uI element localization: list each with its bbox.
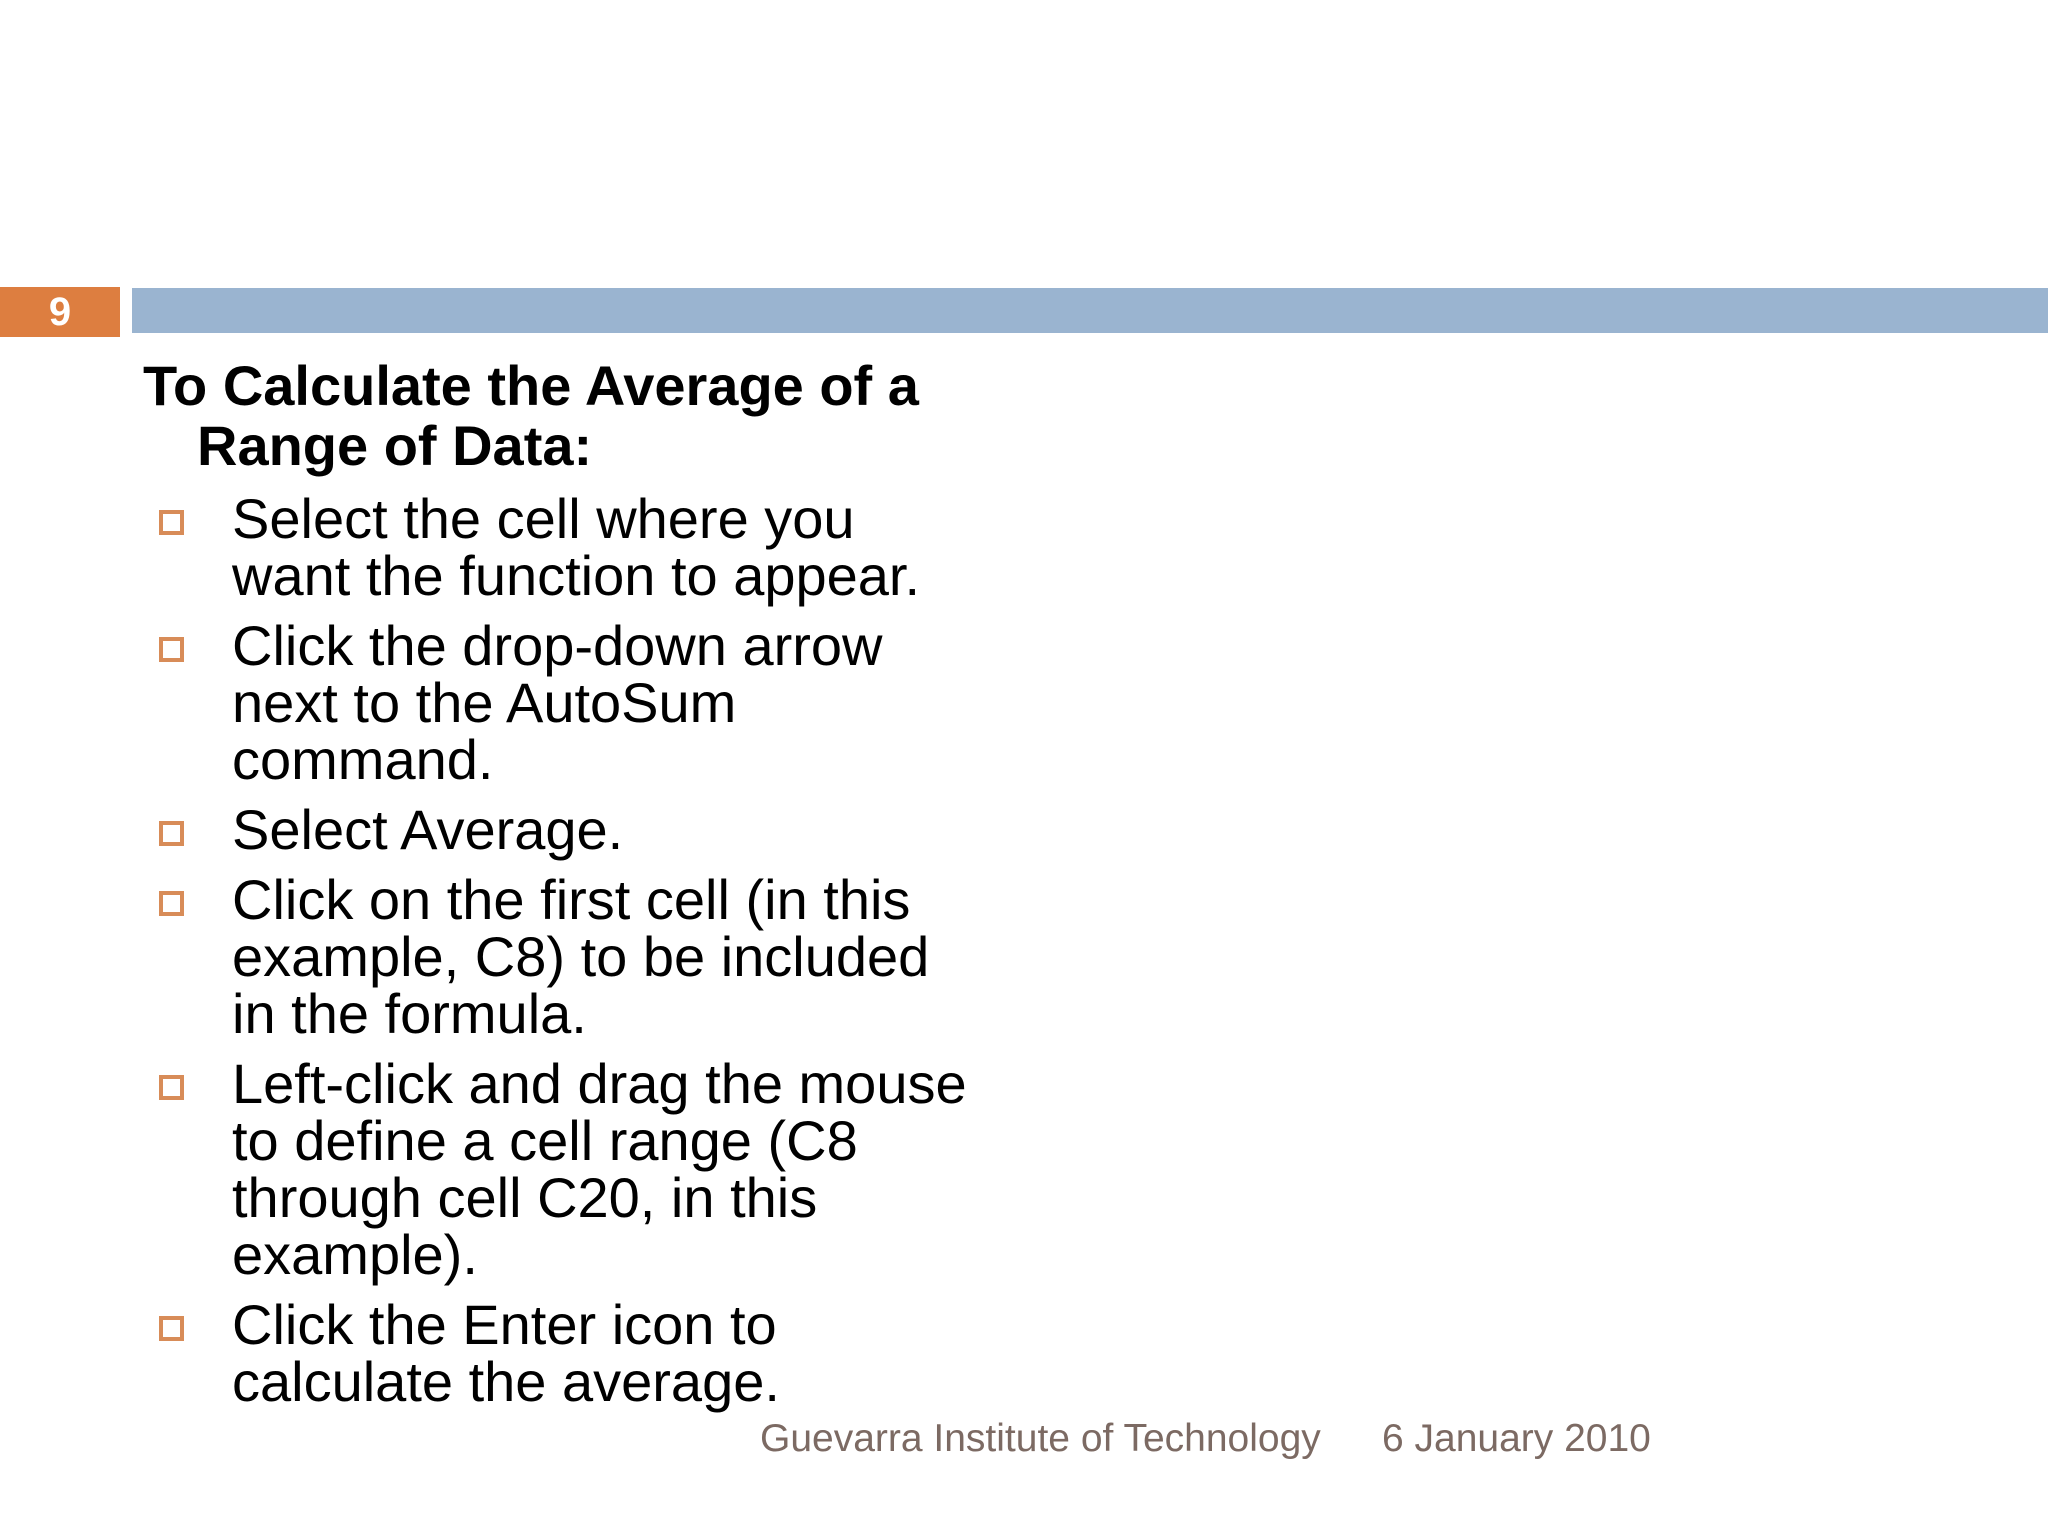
bullet-text: Left-click and drag the mouse to define … (232, 1052, 967, 1286)
slide-title: To Calculate the Average of a Range of D… (143, 354, 919, 477)
bullet-list: Select the cell where you want the funct… (143, 490, 1123, 1410)
bullet-text: Select Average. (232, 798, 624, 861)
bullet-item: Click the drop-down arrow next to the Au… (143, 617, 1123, 788)
bullet-item: Click the Enter icon to calculate the av… (143, 1296, 1123, 1410)
bullet-text: Click the drop-down arrow next to the Au… (232, 614, 883, 791)
bullet-text: Click on the first cell (in this example… (232, 868, 930, 1045)
footer-date: 6 January 2010 (1382, 1417, 1651, 1460)
bullet-square-icon (159, 891, 184, 916)
footer-institution: Guevarra Institute of Technology (760, 1417, 1321, 1460)
bullet-square-icon (159, 637, 184, 662)
bullet-item: Click on the first cell (in this example… (143, 871, 1123, 1042)
page-number: 9 (48, 290, 72, 334)
bullet-item: Select Average. (143, 801, 1123, 858)
bullet-square-icon (159, 821, 184, 846)
bullet-square-icon (159, 1075, 184, 1100)
page-number-box: 9 (0, 287, 120, 337)
bullet-item: Select the cell where you want the funct… (143, 490, 1123, 604)
bullet-text: Click the Enter icon to calculate the av… (232, 1293, 780, 1413)
bullet-text: Select the cell where you want the funct… (232, 487, 921, 607)
header-band (132, 288, 2048, 333)
bullet-item: Left-click and drag the mouse to define … (143, 1055, 1123, 1283)
bullet-square-icon (159, 1316, 184, 1341)
slide-content: To Calculate the Average of a Range of D… (143, 354, 1123, 1411)
bullet-square-icon (159, 510, 184, 535)
